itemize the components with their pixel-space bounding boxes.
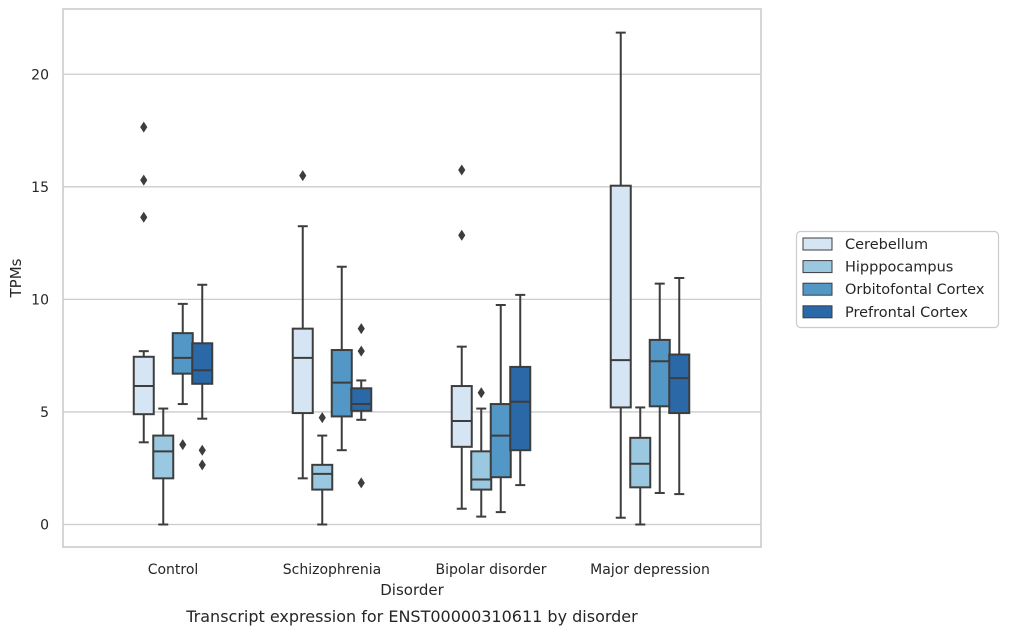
outlier-point [318, 412, 326, 424]
outlier-point [458, 229, 466, 241]
legend-swatch [802, 237, 833, 251]
outlier-point [140, 174, 148, 186]
outlier-point [357, 477, 365, 489]
box-iqr [311, 463, 334, 491]
box-iqr [152, 434, 175, 480]
box-hipppocampus [152, 407, 175, 526]
chart-caption: Transcript expression for ENST0000031061… [185, 607, 638, 626]
box-iqr [648, 338, 671, 408]
box-orbitofontal-cortex [330, 265, 353, 452]
box-prefrontal-cortex [509, 293, 532, 487]
y-tick-label: 10 [31, 292, 49, 308]
box-iqr [489, 403, 512, 479]
outlier-point [357, 345, 365, 357]
x-axis-label: Disorder [380, 581, 444, 599]
box-iqr [450, 385, 473, 448]
box-prefrontal-cortex [350, 323, 373, 489]
legend: Cerebellum Hipppocampus Orbitofontal Corte… [795, 230, 1000, 329]
y-tick-label: 20 [31, 67, 49, 83]
box-iqr [509, 365, 532, 452]
box-iqr [629, 436, 652, 489]
x-tick-label: Major depression [590, 562, 710, 578]
box-iqr [470, 450, 493, 491]
legend-label: Orbitofontal Cortex [845, 282, 985, 298]
outlier-point [357, 323, 365, 335]
legend-label: Cerebellum [845, 237, 928, 253]
box-orbitofontal-cortex [648, 282, 671, 494]
outlier-point [198, 444, 206, 456]
outlier-point [179, 439, 187, 451]
x-tick-label: Bipolar disorder [435, 562, 546, 578]
legend-label: Hipppocampus [845, 260, 953, 276]
y-tick-label: 0 [40, 517, 49, 533]
box-prefrontal-cortex [191, 283, 214, 471]
outlier-point [140, 121, 148, 133]
legend-label: Prefrontal Cortex [845, 305, 968, 321]
box-hipppocampus [629, 406, 652, 526]
box-iqr [609, 184, 632, 409]
box-iqr [668, 353, 691, 415]
outlier-point [299, 170, 307, 182]
box-iqr [171, 332, 194, 375]
y-axis-label: TPMs [7, 258, 25, 298]
box-orbitofontal-cortex [489, 304, 512, 514]
box-iqr [191, 342, 214, 385]
x-tick-label: Schizophrenia [283, 562, 381, 578]
y-tick-label: 5 [40, 405, 49, 421]
legend-swatch [802, 305, 833, 319]
box-cerebellum [291, 170, 314, 480]
outlier-point [458, 164, 466, 176]
outlier-point [198, 459, 206, 471]
x-axis-ticks: Control Schizophrenia Bipolar disorder Majo… [148, 562, 710, 578]
outlier-point [140, 211, 148, 223]
box-iqr [291, 327, 314, 415]
box-orbitofontal-cortex [171, 302, 194, 451]
box-prefrontal-cortex [668, 277, 691, 496]
y-axis-ticks: 0 5 10 15 20 [31, 67, 49, 533]
box-iqr [350, 387, 373, 412]
outlier-point [477, 387, 485, 399]
legend-swatch [802, 260, 833, 274]
legend-swatch [802, 282, 833, 296]
box-cerebellum [132, 121, 155, 444]
box-cerebellum [450, 164, 473, 510]
plot-frame [62, 8, 762, 548]
box-cerebellum [609, 31, 632, 519]
plot-marks [132, 31, 691, 526]
box-hipppocampus [311, 412, 334, 526]
box-hipppocampus [470, 387, 493, 518]
x-tick-label: Control [148, 562, 199, 578]
y-tick-label: 15 [31, 180, 49, 196]
legend-frame [795, 230, 1000, 329]
